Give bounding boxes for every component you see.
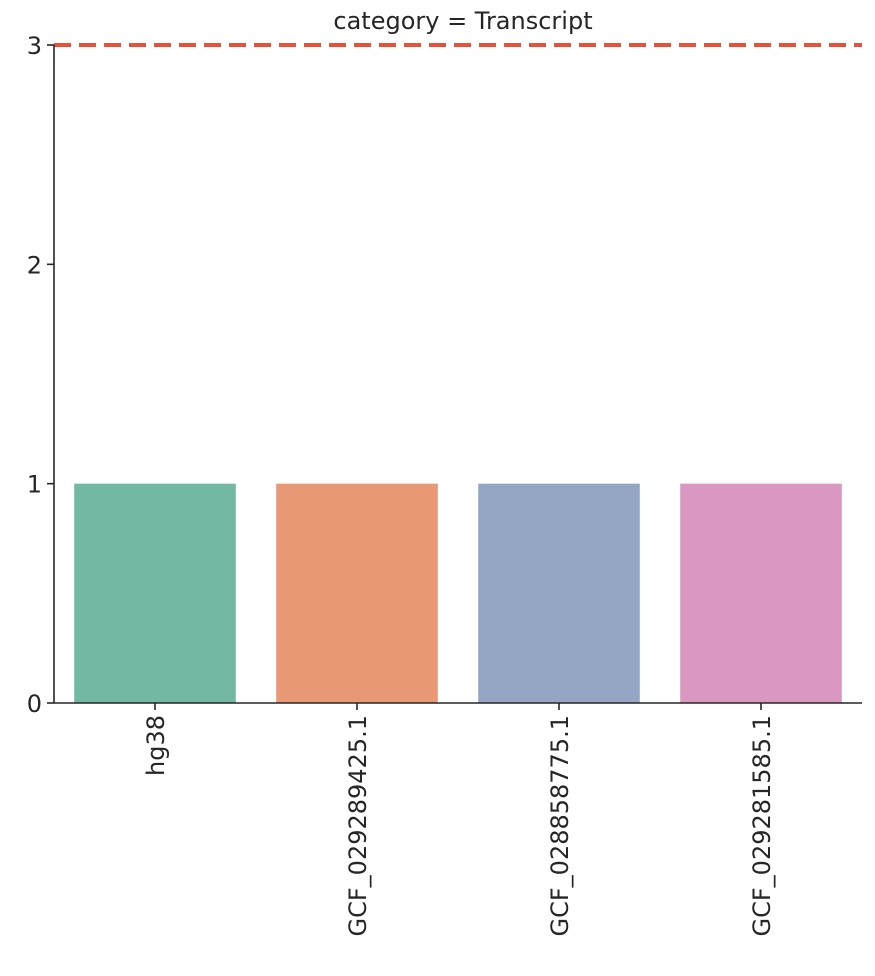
y-axis: 0 1 2 3 [27, 32, 55, 718]
y-tick-label: 3 [27, 32, 42, 60]
x-axis: hg38 GCF_029289425.1 GCF_028858775.1 GCF_02… [54, 702, 862, 936]
bar-1 [74, 483, 236, 703]
y-tick-label: 0 [27, 690, 42, 718]
bar-3 [478, 483, 640, 703]
y-tick-label: 2 [27, 251, 42, 279]
x-tick-label: GCF_029281585.1 [748, 715, 776, 936]
chart-title: category = Transcript [333, 7, 592, 35]
x-tick-label: GCF_028858775.1 [546, 715, 574, 936]
y-tick-label: 1 [27, 471, 42, 499]
x-tick-label: hg38 [142, 715, 170, 776]
bars-group [74, 483, 842, 703]
bar-4 [680, 483, 842, 703]
x-tick-label: GCF_029289425.1 [344, 715, 372, 936]
bar-2 [276, 483, 438, 703]
